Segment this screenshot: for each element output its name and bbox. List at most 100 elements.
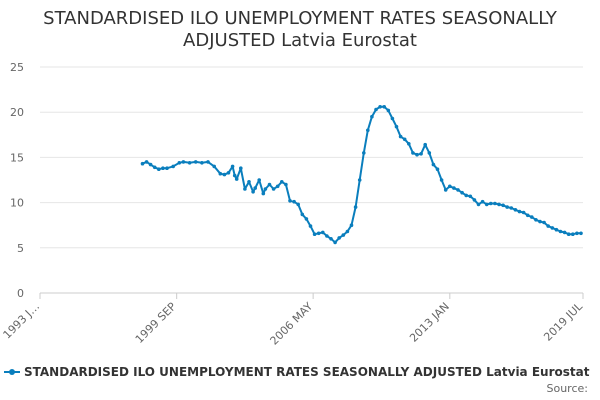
data-point[interactable] — [525, 213, 530, 218]
data-point[interactable] — [275, 184, 280, 189]
data-point[interactable] — [271, 187, 276, 191]
data-point[interactable] — [374, 107, 378, 112]
data-point[interactable] — [349, 223, 354, 227]
data-point[interactable] — [362, 151, 366, 155]
data-point[interactable] — [284, 182, 288, 187]
data-point[interactable] — [337, 236, 342, 240]
data-point[interactable] — [193, 160, 198, 164]
data-point[interactable] — [509, 206, 514, 210]
data-point[interactable] — [489, 201, 493, 206]
data-point[interactable] — [501, 203, 505, 208]
data-point[interactable] — [484, 202, 489, 207]
data-point[interactable] — [267, 182, 272, 187]
data-point[interactable] — [427, 151, 432, 155]
data-point[interactable] — [562, 230, 567, 235]
data-point[interactable] — [521, 210, 526, 215]
data-point[interactable] — [370, 114, 374, 119]
data-point[interactable] — [423, 142, 428, 147]
data-point[interactable] — [542, 220, 546, 225]
data-point[interactable] — [140, 161, 145, 166]
data-point[interactable] — [493, 201, 497, 206]
data-point[interactable] — [300, 212, 305, 217]
data-point[interactable] — [234, 177, 239, 181]
data-point[interactable] — [187, 161, 192, 165]
data-point[interactable] — [232, 173, 237, 178]
data-point[interactable] — [165, 166, 169, 170]
data-point[interactable] — [230, 164, 235, 169]
data-point[interactable] — [181, 160, 186, 164]
data-point[interactable] — [333, 240, 337, 245]
data-point[interactable] — [161, 166, 165, 170]
data-point[interactable] — [411, 151, 415, 155]
data-point[interactable] — [534, 218, 538, 222]
data-point[interactable] — [251, 190, 255, 194]
data-point[interactable] — [386, 108, 391, 113]
data-point[interactable] — [148, 162, 153, 167]
data-point[interactable] — [505, 205, 510, 209]
data-point[interactable] — [407, 142, 411, 146]
data-point[interactable] — [345, 229, 350, 234]
data-point[interactable] — [292, 199, 296, 204]
data-point[interactable] — [439, 178, 444, 182]
data-point[interactable] — [296, 202, 301, 207]
data-point[interactable] — [263, 187, 268, 191]
data-point[interactable] — [456, 188, 460, 192]
data-point[interactable] — [571, 232, 575, 236]
data-point[interactable] — [452, 186, 456, 190]
data-point[interactable] — [472, 198, 477, 202]
data-point[interactable] — [321, 230, 325, 235]
data-point[interactable] — [394, 124, 399, 129]
data-point[interactable] — [546, 224, 550, 228]
data-point[interactable] — [538, 219, 542, 224]
data-point[interactable] — [530, 215, 534, 219]
data-point[interactable] — [566, 232, 571, 236]
data-point[interactable] — [243, 187, 247, 191]
data-point[interactable] — [325, 234, 329, 238]
data-point[interactable] — [226, 171, 231, 175]
data-point[interactable] — [468, 194, 473, 199]
data-point[interactable] — [341, 233, 346, 237]
data-point[interactable] — [435, 167, 440, 171]
data-point[interactable] — [382, 105, 387, 109]
data-point[interactable] — [464, 193, 469, 198]
data-point[interactable] — [513, 208, 518, 212]
data-point[interactable] — [378, 105, 382, 109]
series-line[interactable] — [142, 105, 582, 244]
data-point[interactable] — [257, 178, 262, 182]
data-point[interactable] — [431, 162, 436, 167]
data-point[interactable] — [443, 188, 448, 192]
data-point[interactable] — [222, 172, 227, 177]
data-point[interactable] — [357, 178, 362, 182]
data-point[interactable] — [460, 190, 464, 195]
data-point[interactable] — [152, 165, 157, 170]
data-point[interactable] — [480, 199, 485, 204]
data-point[interactable] — [550, 226, 555, 230]
legend[interactable]: STANDARDISED ILO UNEMPLOYMENT RATES SEAS… — [4, 365, 590, 379]
data-point[interactable] — [261, 191, 266, 196]
data-point[interactable] — [308, 224, 313, 228]
data-point[interactable] — [200, 161, 204, 165]
data-point[interactable] — [288, 199, 292, 203]
data-point[interactable] — [329, 237, 333, 241]
data-point[interactable] — [353, 205, 358, 209]
data-point[interactable] — [171, 164, 175, 169]
data-point[interactable] — [218, 171, 223, 176]
data-point[interactable] — [304, 217, 309, 221]
data-point[interactable] — [253, 186, 257, 190]
data-point[interactable] — [419, 152, 423, 156]
data-point[interactable] — [390, 116, 395, 121]
data-point[interactable] — [497, 202, 501, 207]
data-point[interactable] — [212, 164, 216, 169]
data-point[interactable] — [448, 184, 452, 189]
data-point[interactable] — [312, 232, 317, 236]
data-point[interactable] — [415, 152, 419, 157]
data-point[interactable] — [247, 180, 251, 184]
data-point[interactable] — [554, 227, 559, 232]
legend-label[interactable]: STANDARDISED ILO UNEMPLOYMENT RATES SEAS… — [24, 365, 590, 379]
data-point[interactable] — [316, 231, 321, 236]
data-point[interactable] — [402, 137, 407, 142]
data-point[interactable] — [144, 160, 149, 164]
data-point[interactable] — [476, 202, 481, 207]
data-point[interactable] — [239, 166, 243, 170]
data-point[interactable] — [558, 229, 563, 234]
